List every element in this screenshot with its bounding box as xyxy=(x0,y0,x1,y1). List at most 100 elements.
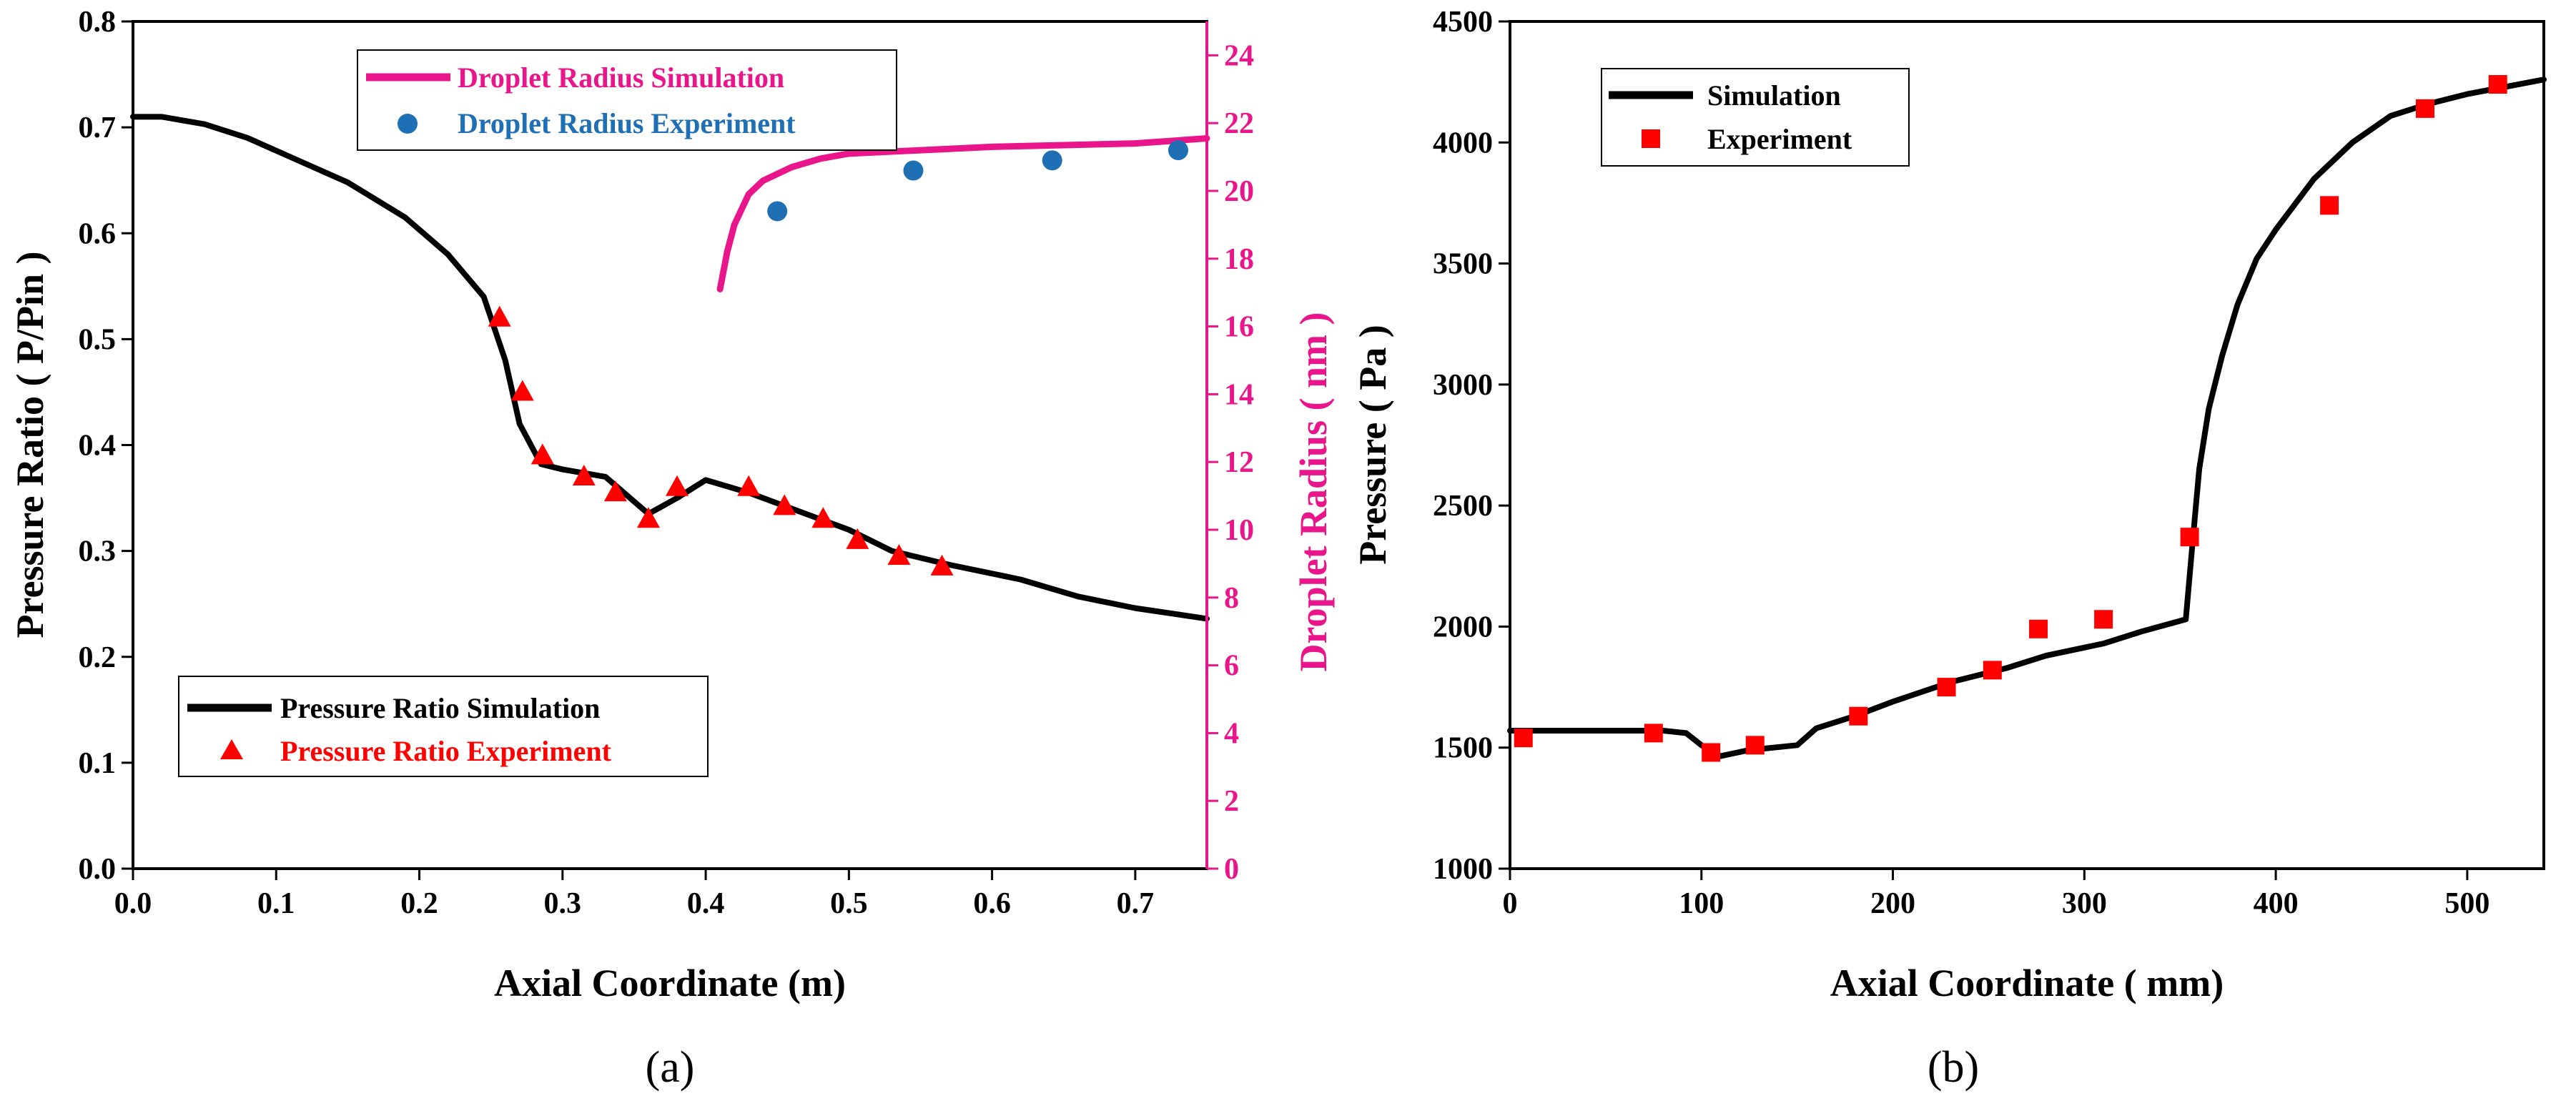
y2-tick-label: 2 xyxy=(1224,785,1239,818)
x-tick-label: 0 xyxy=(1503,887,1518,920)
y-tick-label: 2000 xyxy=(1433,611,1493,643)
data-point-experiment xyxy=(2180,528,2199,547)
data-point-pressure-ratio-experiment xyxy=(846,528,869,549)
data-point-pressure-ratio-experiment xyxy=(636,507,660,528)
panel-b-legend: Simulation Experiment xyxy=(1601,68,1910,167)
data-point-pressure-ratio-experiment xyxy=(930,554,954,576)
data-point-experiment xyxy=(2094,610,2113,629)
data-point-pressure-ratio-experiment xyxy=(666,475,689,496)
data-point-droplet-radius-experiment xyxy=(1042,150,1062,171)
panel-a-legend-bottom: Pressure Ratio Simulation Pressure Ratio… xyxy=(178,676,709,777)
data-point-pressure-ratio-experiment xyxy=(887,544,911,566)
x-tick-label: 0.5 xyxy=(830,887,868,920)
panel-a-label: (a) xyxy=(646,1043,695,1092)
series-line-droplet-radius-simulation xyxy=(716,135,1210,292)
y2-tick-label: 6 xyxy=(1224,650,1239,683)
y2-tick-label: 24 xyxy=(1224,39,1254,72)
data-point-droplet-radius-experiment xyxy=(767,201,788,222)
y-tick-label: 0.2 xyxy=(79,641,117,674)
y-tick-label: 4500 xyxy=(1433,6,1493,39)
legend-label-pressure-ratio-simulation: Pressure Ratio Simulation xyxy=(280,692,600,724)
data-point-pressure-ratio-experiment xyxy=(510,380,534,401)
panel-a-legend-bottom-frame xyxy=(178,676,709,777)
y-tick-label: 0.1 xyxy=(79,747,117,780)
x-tick-label: 0.7 xyxy=(1117,887,1155,920)
panel-b-plot-area xyxy=(1507,75,2547,762)
x-tick-label: 0.1 xyxy=(257,887,295,920)
legend-label-droplet-radius-simulation: Droplet Radius Simulation xyxy=(458,61,784,94)
x-tick-label: 0.6 xyxy=(973,887,1011,920)
panel-a-y-ticks: 0.0 0.1 0.2 0.3 0.4 0.5 0.6 0.7 0.8 xyxy=(79,6,133,886)
y-tick-label: 0.0 xyxy=(79,853,117,886)
data-point-experiment xyxy=(2488,75,2507,94)
panel-b-x-axis-title: Axial Coordinate ( mm) xyxy=(1830,962,2224,1004)
y2-tick-label: 8 xyxy=(1224,582,1239,615)
data-point-pressure-ratio-experiment xyxy=(811,507,835,528)
data-point-experiment xyxy=(1745,736,1765,755)
data-point-experiment xyxy=(1702,743,1721,762)
data-point-pressure-ratio-experiment xyxy=(531,443,554,465)
y-tick-label: 1500 xyxy=(1433,732,1493,765)
y2-tick-label: 22 xyxy=(1224,107,1254,140)
panel-b-legend-frame xyxy=(1601,68,1910,167)
y-tick-label: 4000 xyxy=(1433,127,1493,159)
legend-swatch-droplet-radius-experiment xyxy=(398,114,418,134)
y-tick-label: 0.6 xyxy=(79,217,117,250)
legend-label-droplet-radius-experiment: Droplet Radius Experiment xyxy=(458,107,796,139)
data-point-experiment xyxy=(1644,724,1663,743)
data-point-experiment xyxy=(1937,678,1956,697)
y-tick-label: 0.5 xyxy=(79,323,117,356)
data-point-pressure-ratio-experiment xyxy=(572,464,596,485)
legend-label-pressure-ratio-experiment: Pressure Ratio Experiment xyxy=(280,735,612,767)
x-tick-label: 500 xyxy=(2444,887,2489,920)
data-point-experiment xyxy=(1849,706,1868,726)
y2-tick-label: 10 xyxy=(1224,514,1254,547)
data-point-droplet-radius-experiment xyxy=(903,160,924,181)
data-point-pressure-ratio-experiment xyxy=(603,480,627,502)
data-point-pressure-ratio-experiment xyxy=(488,305,511,327)
data-point-experiment xyxy=(1514,729,1533,748)
data-point-experiment xyxy=(2320,196,2339,215)
y-tick-label: 0.7 xyxy=(79,112,117,144)
x-tick-label: 100 xyxy=(1679,887,1724,920)
series-line-simulation xyxy=(1507,76,2547,759)
legend-swatch-experiment xyxy=(1642,129,1660,148)
panel-a-x-ticks: 0.0 0.1 0.2 0.3 0.4 0.5 0.6 0.7 xyxy=(114,869,1154,920)
panel-b-y-ticks: 1000 1500 2000 2500 3000 3500 4000 4500 xyxy=(1433,6,1510,886)
x-tick-label: 0.4 xyxy=(687,887,725,920)
data-point-pressure-ratio-experiment xyxy=(773,494,796,515)
x-tick-label: 400 xyxy=(2254,887,2299,920)
x-tick-label: 0.2 xyxy=(400,887,438,920)
panel-b-y-axis-title: Pressure ( Pa ) xyxy=(1351,325,1394,564)
panel-a-legend-top-frame xyxy=(357,49,897,151)
y-tick-label: 0.3 xyxy=(79,535,117,568)
legend-swatch-pressure-ratio-experiment xyxy=(220,739,243,759)
y2-tick-label: 16 xyxy=(1224,311,1254,344)
panel-a-y-axis-title: Pressure Ratio ( P/Pin ) xyxy=(9,252,51,638)
y2-tick-label: 14 xyxy=(1224,378,1254,411)
legend-label-simulation: Simulation xyxy=(1707,79,1841,112)
data-point-experiment xyxy=(2415,99,2434,118)
legend-label-experiment: Experiment xyxy=(1707,123,1852,155)
y2-tick-label: 0 xyxy=(1224,853,1239,886)
panel-b-x-ticks: 0 100 200 300 400 500 xyxy=(1503,869,2489,920)
y-tick-label: 0.4 xyxy=(79,430,117,463)
data-point-experiment xyxy=(1983,661,2002,680)
panel-b: 0 100 200 300 400 500 1000 1500 2000 2500 3000 350… xyxy=(1351,6,2547,1092)
panel-b-label: (b) xyxy=(1928,1043,1979,1092)
y2-tick-label: 18 xyxy=(1224,243,1254,276)
x-tick-label: 0.3 xyxy=(544,887,582,920)
y-tick-label: 3500 xyxy=(1433,248,1493,281)
y-tick-label: 2500 xyxy=(1433,490,1493,523)
series-line-pressure-ratio-simulation xyxy=(130,114,1210,622)
panel-a-x-axis-title: Axial Coordinate (m) xyxy=(494,962,846,1004)
panel-b-axes-frame xyxy=(1509,20,2545,870)
y2-tick-label: 20 xyxy=(1224,175,1254,208)
data-point-pressure-ratio-experiment xyxy=(737,475,761,496)
panel-a-legend-top: Droplet Radius Simulation Droplet Radius… xyxy=(357,49,897,151)
y-tick-label: 0.8 xyxy=(79,6,117,39)
data-point-experiment xyxy=(2029,619,2048,638)
panel-a-plot-area xyxy=(130,114,1210,622)
